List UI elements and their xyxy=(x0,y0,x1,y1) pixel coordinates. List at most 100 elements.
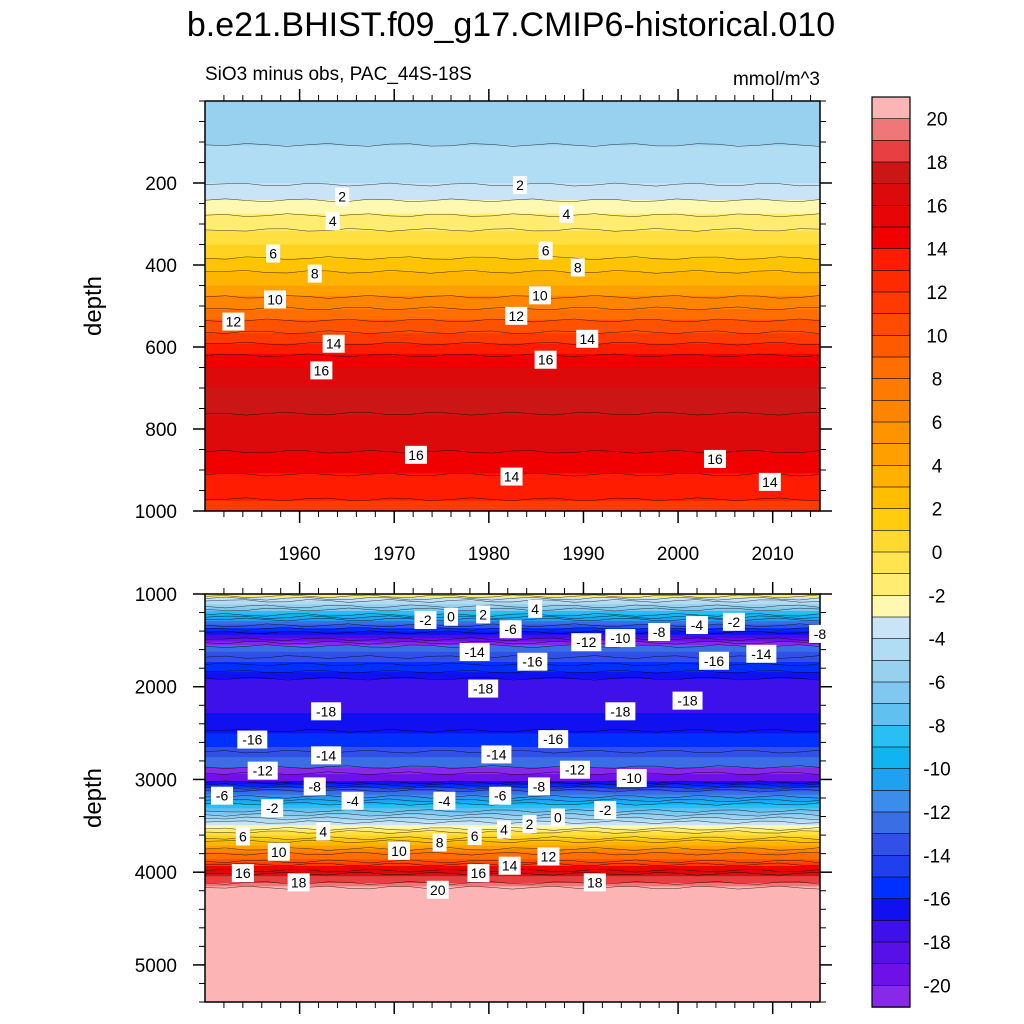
contour-label-box xyxy=(517,652,548,671)
field-band xyxy=(205,176,820,181)
contour-label: 18 xyxy=(291,874,307,890)
field-band xyxy=(205,849,820,853)
contour-label-box xyxy=(605,702,636,721)
field-band xyxy=(205,900,820,904)
field-band xyxy=(205,179,820,184)
field-band xyxy=(205,247,820,252)
y-tick-label: 200 xyxy=(145,174,177,195)
field-band xyxy=(205,944,820,949)
field-band xyxy=(205,217,820,222)
field-band xyxy=(205,439,820,444)
field-band xyxy=(205,193,820,198)
field-band xyxy=(205,883,820,887)
field-band xyxy=(205,798,820,802)
contour-label-box xyxy=(303,777,326,796)
contour-label-box xyxy=(699,651,730,670)
field-band xyxy=(205,278,820,283)
y-axis-label: depth xyxy=(80,276,107,336)
field-band xyxy=(205,159,820,164)
contour-line xyxy=(204,604,821,609)
colorbar-band xyxy=(871,183,911,207)
contour-label: -4 xyxy=(691,617,704,633)
contour-line xyxy=(204,613,821,617)
field-band xyxy=(205,323,820,328)
field-band xyxy=(205,961,820,966)
field-band xyxy=(205,183,820,188)
colorbar-band xyxy=(871,248,911,272)
field-band xyxy=(205,607,820,612)
contour-label: -16 xyxy=(704,653,724,669)
contour-line xyxy=(204,198,821,203)
contour-line xyxy=(204,830,821,834)
colorbar-band xyxy=(871,616,911,640)
field-band xyxy=(205,456,820,461)
field-band xyxy=(205,702,820,707)
contour-label: 4 xyxy=(329,213,337,229)
contour-label: -14 xyxy=(486,746,506,762)
contour-label-box xyxy=(481,745,512,764)
field-band xyxy=(205,645,820,649)
field-band xyxy=(205,275,820,280)
contour-label: -18 xyxy=(473,681,493,697)
contour-line xyxy=(204,795,821,799)
field-band xyxy=(205,442,820,447)
colorbar-band xyxy=(871,681,911,705)
field-band xyxy=(205,357,820,362)
colorbar-label: 18 xyxy=(926,153,947,174)
field-band xyxy=(205,210,820,215)
contour-label-box xyxy=(325,212,340,231)
field-band xyxy=(205,597,820,602)
colorbar-band xyxy=(871,920,911,943)
field-band xyxy=(205,435,820,440)
contour-line xyxy=(204,640,821,645)
contour-label-box xyxy=(335,187,350,206)
contour-label-box xyxy=(672,691,703,710)
field-band xyxy=(205,699,820,704)
contour-label-box xyxy=(499,620,522,639)
colorbar-band xyxy=(871,941,911,965)
field-band xyxy=(205,685,820,690)
field-band xyxy=(205,781,820,785)
contour-label-box xyxy=(433,791,456,810)
colorbar-band xyxy=(871,660,911,683)
contour-label: -16 xyxy=(543,731,563,747)
contour-label-box xyxy=(498,856,521,875)
colorbar-band xyxy=(871,530,911,553)
field-band xyxy=(205,422,820,427)
colorbar-label: -20 xyxy=(923,976,950,997)
contour-line xyxy=(204,809,821,813)
contour-label: 6 xyxy=(269,246,277,262)
field-band xyxy=(205,135,820,140)
contour-label: -16 xyxy=(242,732,262,748)
contour-label-box xyxy=(605,629,636,648)
contour-label: 16 xyxy=(707,451,723,467)
colorbar-frame xyxy=(871,96,911,1008)
contour-label: 8 xyxy=(436,835,444,851)
contour-line xyxy=(204,213,821,217)
field-band xyxy=(205,804,820,809)
field-band xyxy=(205,889,820,894)
contour-label-box xyxy=(467,827,482,846)
contour-label-box xyxy=(387,841,410,860)
contour-label-box xyxy=(746,644,777,663)
contour-label: -12 xyxy=(565,762,585,778)
colorbar-band xyxy=(871,811,911,835)
colorbar-band xyxy=(871,985,911,1008)
contour-label: -2 xyxy=(599,802,612,818)
contour-line xyxy=(204,820,821,824)
colorbar-band xyxy=(871,96,911,120)
field-band xyxy=(205,381,820,386)
contour-label-box xyxy=(311,746,342,765)
contour-label-box xyxy=(426,880,449,899)
contour-label-box xyxy=(534,350,557,369)
contour-label: -16 xyxy=(522,654,542,670)
contour-label-box xyxy=(307,264,322,283)
field-band xyxy=(205,104,820,109)
field-band xyxy=(205,452,820,457)
colorbar-band xyxy=(871,855,911,878)
chart-title: b.e21.BHIST.f09_g17.CMIP6-historical.010 xyxy=(187,6,835,44)
field-band xyxy=(205,459,820,464)
contour-label: 4 xyxy=(319,823,327,839)
contour-label-box xyxy=(264,290,287,309)
field-band xyxy=(205,271,820,276)
